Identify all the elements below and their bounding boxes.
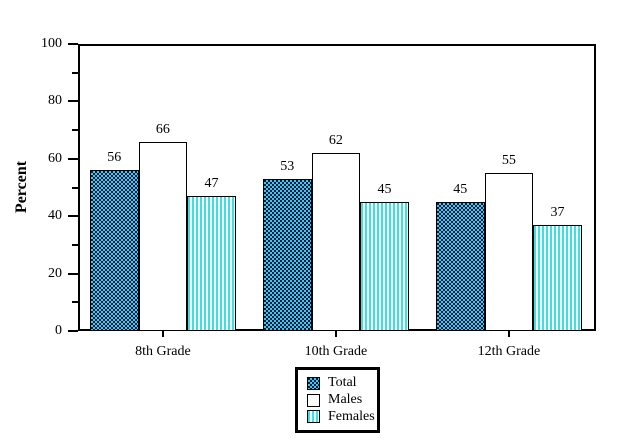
bar-value-label: 47 bbox=[204, 176, 219, 192]
legend-item-total: Total bbox=[307, 375, 371, 392]
x-axis-tick bbox=[334, 331, 337, 337]
bar-value-label: 56 bbox=[107, 150, 122, 166]
bar-value-label: 62 bbox=[328, 133, 343, 149]
legend-swatch-solid-icon bbox=[307, 393, 320, 407]
legend: Total Males Females bbox=[295, 367, 380, 433]
bar-value-label: 45 bbox=[377, 181, 392, 197]
y-axis-tick-label: 40 bbox=[48, 208, 62, 224]
bar-value-label: 55 bbox=[501, 153, 516, 169]
y-axis-tick-label: 60 bbox=[48, 150, 62, 166]
legend-item-label: Males bbox=[328, 392, 363, 407]
bar-value-label: 66 bbox=[155, 121, 170, 137]
y-axis-minor-tick bbox=[72, 71, 78, 74]
x-axis-category-label: 12th Grade bbox=[477, 344, 541, 359]
bar-males-2 bbox=[311, 153, 361, 331]
legend-swatch-vstripes-icon bbox=[307, 410, 320, 424]
y-axis-tick-label: 0 bbox=[55, 323, 62, 338]
y-axis-major-tick bbox=[68, 272, 78, 275]
x-axis-tick bbox=[507, 331, 510, 337]
legend-item-males: Males bbox=[307, 392, 371, 409]
y-axis-minor-tick bbox=[72, 243, 78, 246]
legend-item-label: Females bbox=[328, 408, 375, 424]
bar-total-1 bbox=[90, 170, 139, 331]
y-axis-tick-label: 80 bbox=[48, 93, 62, 109]
bar-males-3 bbox=[484, 173, 534, 331]
bar-total-3 bbox=[436, 201, 485, 331]
bar-females-1 bbox=[187, 196, 236, 331]
bar-value-label: 45 bbox=[453, 181, 468, 197]
y-axis-minor-tick bbox=[72, 301, 78, 304]
y-axis-major-tick bbox=[68, 157, 78, 160]
bar-females-2 bbox=[360, 201, 409, 331]
x-axis-category-label: 10th Grade bbox=[304, 344, 368, 359]
legend-item-label: Total bbox=[328, 375, 357, 391]
y-axis-major-tick bbox=[68, 43, 78, 45]
legend-swatch-crosshatch-icon bbox=[307, 376, 320, 390]
bar-males-1 bbox=[138, 141, 188, 331]
y-axis-minor-tick bbox=[72, 186, 78, 189]
y-axis-tick-label: 20 bbox=[48, 265, 62, 281]
bar-value-label: 53 bbox=[280, 158, 295, 174]
x-axis-tick bbox=[161, 331, 164, 337]
y-axis-minor-tick bbox=[72, 129, 78, 132]
legend-item-females: Females bbox=[307, 408, 375, 425]
bar-females-3 bbox=[533, 224, 582, 331]
x-axis-category-label: 8th Grade bbox=[135, 344, 191, 359]
y-axis-tick-label: 100 bbox=[41, 36, 62, 51]
bar-total-2 bbox=[263, 178, 312, 331]
y-axis-major-tick bbox=[68, 330, 78, 332]
y-axis-major-tick bbox=[68, 215, 78, 218]
y-axis-major-tick bbox=[68, 100, 78, 103]
bar-value-label: 37 bbox=[550, 204, 565, 220]
